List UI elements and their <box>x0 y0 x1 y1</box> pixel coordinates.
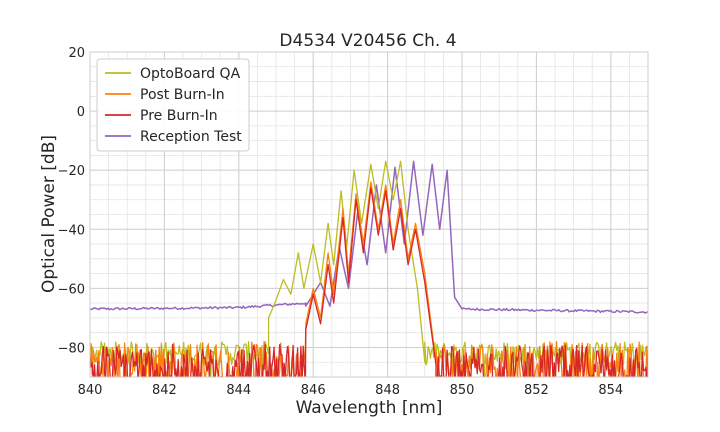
series-line-pre-burn-in <box>90 187 648 377</box>
legend-label: OptoBoard QA <box>140 66 241 82</box>
series-line-post-burn-in <box>90 181 648 377</box>
y-tick-label: −40 <box>58 223 85 238</box>
y-tick-label: −80 <box>58 341 85 356</box>
tick-labels: 840 842 844 846 848 850 852 854 20 0 −20 −40 −60 −80 <box>58 46 624 398</box>
x-tick-label: 848 <box>375 383 400 398</box>
legend-label: Pre Burn-In <box>140 108 218 124</box>
x-tick-label: 844 <box>226 383 251 398</box>
chart-title: D4534 V20456 Ch. 4 <box>279 31 456 51</box>
legend-label: Post Burn-In <box>140 87 225 103</box>
legend-box <box>96 58 250 152</box>
x-tick-label: 842 <box>152 383 177 398</box>
plot-area <box>90 160 648 377</box>
x-tick-label: 854 <box>598 383 623 398</box>
x-axis-label: Wavelength [nm] <box>296 398 443 418</box>
y-tick-label: 20 <box>68 46 85 61</box>
y-tick-label: 0 <box>77 105 85 120</box>
legend-label: Reception Test <box>140 129 242 145</box>
y-tick-label: −20 <box>58 164 85 179</box>
plot-frame <box>89 51 649 378</box>
y-axis-label: Optical Power [dB] <box>39 135 59 293</box>
legend: OptoBoard QA Post Burn-In Pre Burn-In Recep… <box>96 58 250 152</box>
x-tick-label: 846 <box>301 383 326 398</box>
series-line-reception-test <box>90 160 648 314</box>
x-tick-label: 850 <box>450 383 475 398</box>
y-tick-label: −60 <box>58 282 85 297</box>
x-tick-label: 840 <box>78 383 103 398</box>
x-tick-label: 852 <box>524 383 549 398</box>
